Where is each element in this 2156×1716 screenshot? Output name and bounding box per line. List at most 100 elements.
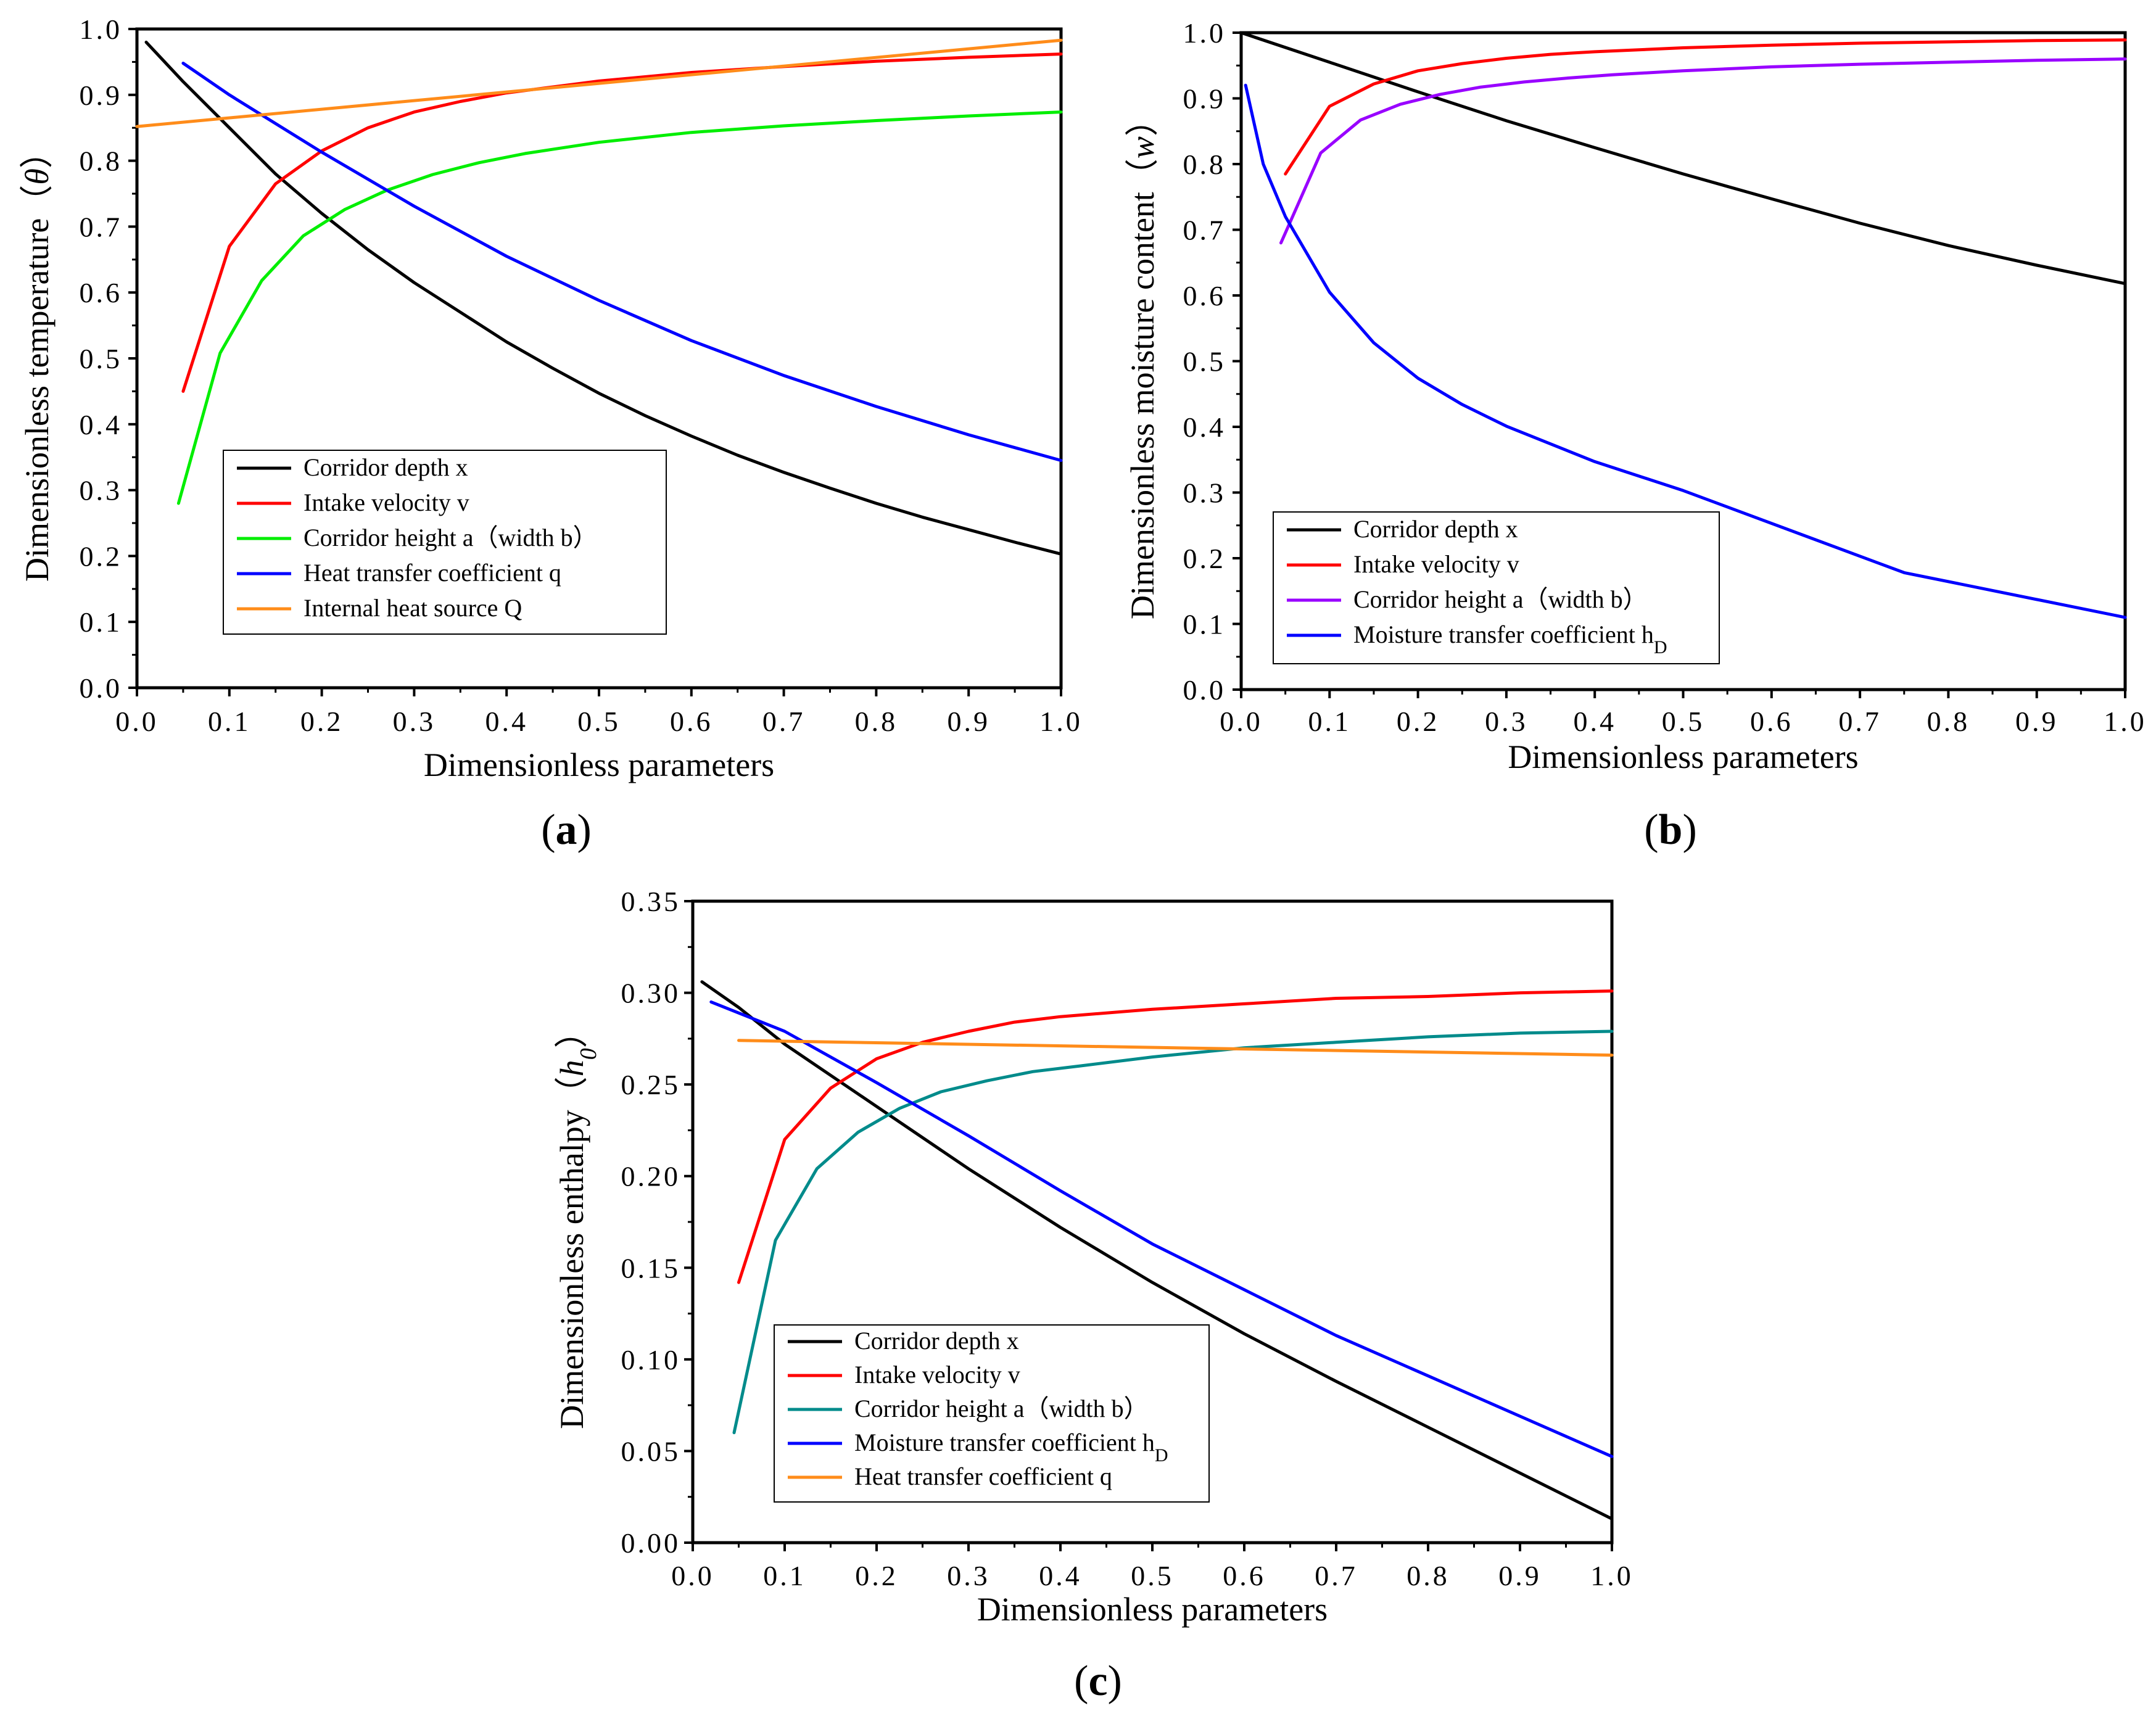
legend-box — [1273, 511, 1720, 664]
x-tick-label: 0.9 — [1498, 1560, 1542, 1591]
series-line — [700, 980, 1614, 1520]
legend-label-text: Corridor height a（width b） — [304, 524, 598, 551]
legend-label: Intake velocity v — [304, 489, 469, 516]
y-tick-label: 0.35 — [621, 886, 681, 917]
panel-label-letter: a — [556, 806, 577, 854]
y-tick-label: 0.5 — [80, 343, 123, 374]
series-line — [144, 40, 1063, 556]
x-tick-label: 0.8 — [1927, 706, 1970, 737]
panel-label-paren: ) — [1108, 1657, 1122, 1705]
series-line — [176, 110, 1063, 505]
legend-label-text: Corridor height a（width b） — [1353, 585, 1648, 613]
y-tick-label: 0.9 — [80, 80, 123, 111]
series-line — [1244, 83, 2127, 619]
y-tick-label: 0.10 — [621, 1344, 681, 1376]
y-axis-title-part: ） — [553, 1015, 590, 1048]
x-tick-label: 0.2 — [300, 706, 344, 737]
panel-label-letter: b — [1659, 806, 1683, 854]
y-tick-label: 1.0 — [1183, 17, 1226, 49]
series-line — [181, 62, 1063, 462]
y-tick-label: 0.2 — [80, 540, 123, 572]
legend-label-text: Moisture transfer coefficient h — [1353, 621, 1654, 648]
x-tick-label: 0.6 — [1223, 1560, 1266, 1591]
y-tick-label: 0.05 — [621, 1435, 681, 1467]
x-tick-label: 0.7 — [762, 706, 806, 737]
legend-label-text: Heat transfer coefficient q — [304, 559, 561, 587]
legend-label-subscript: D — [1155, 1445, 1168, 1466]
panel-label-paren: ( — [1074, 1657, 1088, 1705]
x-tick-label: 0.7 — [1838, 706, 1881, 737]
series-line — [1284, 38, 2127, 176]
legend-label: Internal heat source Q — [304, 594, 522, 622]
panel-label-paren: ( — [541, 806, 555, 854]
y-tick-label: 0.00 — [621, 1527, 681, 1559]
y-axis-title-part: θ — [19, 168, 56, 185]
x-tick-label: 1.0 — [2104, 706, 2147, 737]
y-axis-title: Dimensionless enthalpy（h0） — [553, 1015, 601, 1429]
y-axis-title-part: ） — [19, 135, 56, 168]
y-tick-label: 0.7 — [80, 211, 123, 242]
series-line — [737, 989, 1614, 1284]
panel-label: (c) — [1074, 1657, 1122, 1705]
x-tick-label: 1.0 — [1590, 1560, 1634, 1591]
x-tick-label: 0.9 — [947, 706, 990, 737]
y-tick-label: 0.4 — [80, 409, 123, 440]
legend-label: Intake velocity v — [1353, 550, 1519, 578]
series-line — [1279, 57, 2127, 245]
y-tick-label: 0.4 — [1183, 411, 1226, 443]
chart-panel-a: 0.0 0.1 0.2 0.3 0.4 0.5 0.6 0.7 0.8 0.9 1.0 0.0 0.1 0… — [19, 14, 1083, 783]
legend-label-subscript: D — [1654, 637, 1667, 658]
legend-label-text: Intake velocity v — [304, 489, 469, 516]
x-tick-label: 0.1 — [208, 706, 251, 737]
y-tick-label: 0.5 — [1183, 346, 1226, 377]
legend-label: Intake velocity v — [854, 1361, 1020, 1388]
y-axis-title-part: Dimensionless moisture content（ — [1124, 159, 1161, 619]
legend: Corridor depth x Intake velocity v Corrido… — [774, 1324, 1210, 1503]
y-tick-label: 0.1 — [1183, 609, 1226, 640]
y-tick-label: 0.9 — [1183, 83, 1226, 115]
x-tick-label: 0.9 — [2015, 706, 2059, 737]
x-tick-label: 0.5 — [577, 706, 621, 737]
legend-box — [774, 1324, 1210, 1503]
series-line — [181, 52, 1063, 393]
x-tick-label: 0.3 — [947, 1560, 990, 1591]
series-line — [1239, 31, 2127, 286]
panel-label-paren: ) — [1682, 806, 1696, 854]
x-axis-title: Dimensionless parameters — [977, 1591, 1328, 1628]
x-axis-title: Dimensionless parameters — [1508, 738, 1858, 775]
legend-label-text: Corridor depth x — [854, 1327, 1019, 1355]
x-tick-label: 0.3 — [1485, 706, 1528, 737]
x-tick-label: 0.8 — [855, 706, 898, 737]
x-axis-title: Dimensionless parameters — [424, 746, 774, 783]
legend-label: Corridor depth x — [1353, 515, 1518, 543]
panel-label: (b) — [1644, 806, 1697, 854]
panel-label: (a) — [541, 806, 592, 854]
series-line — [135, 38, 1063, 128]
panel-label-letter: c — [1088, 1657, 1107, 1705]
y-tick-label: 0.6 — [80, 277, 123, 308]
y-tick-label: 0.30 — [621, 978, 681, 1009]
y-tick-label: 0.3 — [80, 475, 123, 506]
series-line — [709, 1000, 1614, 1458]
legend-label: Corridor depth x — [854, 1327, 1019, 1355]
x-tick-label: 0.2 — [1397, 706, 1440, 737]
y-tick-label: 0.6 — [1183, 280, 1226, 311]
x-tick-label: 1.0 — [1039, 706, 1083, 737]
legend-label-text: Moisture transfer coefficient h — [854, 1429, 1155, 1456]
x-tick-label: 0.3 — [393, 706, 436, 737]
y-axis-title-part: w — [1124, 136, 1161, 159]
legend-label-text: Corridor height a（width b） — [854, 1395, 1149, 1422]
legend-box — [223, 450, 667, 635]
y-axis-title: Dimensionless temperature（θ） — [19, 135, 56, 582]
series-line — [737, 1039, 1614, 1057]
legend-label: Corridor height a（width b） — [854, 1395, 1149, 1422]
x-tick-label: 0.8 — [1406, 1560, 1450, 1591]
legend-label-text: Corridor depth x — [304, 453, 468, 481]
y-tick-label: 0.20 — [621, 1161, 681, 1192]
y-axis-title: Dimensionless moisture content（w） — [1124, 103, 1161, 619]
legend-label: Corridor height a（width b） — [304, 524, 598, 551]
chart-panel-b: 0.0 0.1 0.2 0.3 0.4 0.5 0.6 0.7 0.8 0.9 1.0 0.0 0.1 0… — [1124, 17, 2147, 775]
legend-label: Heat transfer coefficient q — [304, 559, 561, 587]
legend-label: Heat transfer coefficient q — [854, 1462, 1112, 1490]
